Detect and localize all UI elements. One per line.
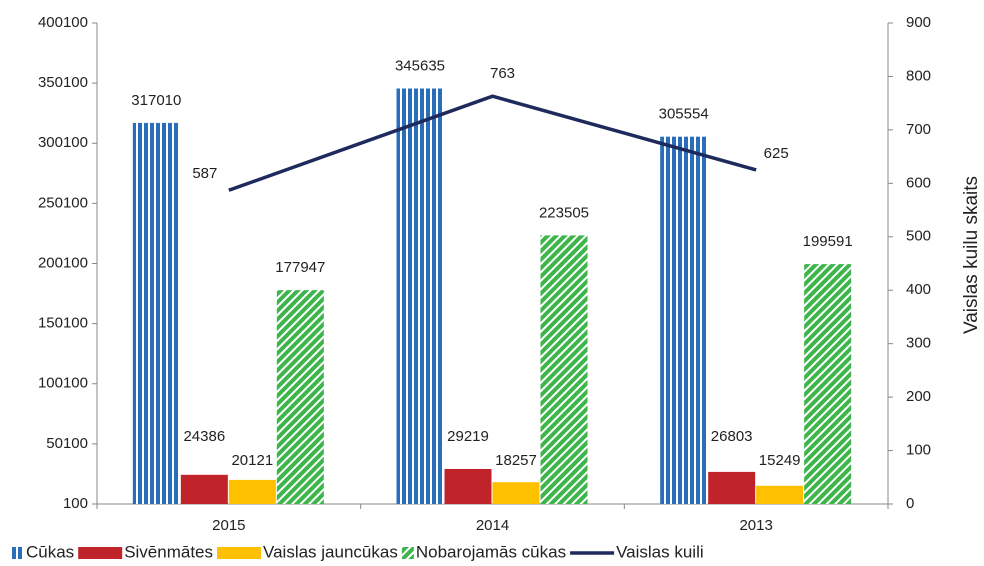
y-tick-label: 200100 xyxy=(38,254,88,271)
bar xyxy=(444,468,492,504)
bar xyxy=(756,485,804,504)
data-label: 15249 xyxy=(759,452,801,469)
bar xyxy=(132,122,180,505)
data-label: 20121 xyxy=(231,452,273,469)
y2-tick-label: 300 xyxy=(906,335,931,352)
y2-tick-label: 800 xyxy=(906,67,931,84)
y-tick-label: 350100 xyxy=(38,74,88,91)
data-label: 345635 xyxy=(395,57,445,74)
y-tick-label: 400100 xyxy=(38,14,88,31)
y-tick-label: 100100 xyxy=(38,375,88,392)
data-label: 305554 xyxy=(659,106,709,123)
line xyxy=(228,94,757,192)
line-label: 587 xyxy=(192,165,217,182)
y2-tick-label: 0 xyxy=(906,495,914,512)
bar xyxy=(180,474,228,504)
legend-label: Sivēnmātes xyxy=(124,542,213,561)
legend-swatch xyxy=(78,547,123,559)
line-label: 625 xyxy=(764,145,789,162)
bar xyxy=(708,471,756,504)
data-label: 223505 xyxy=(539,204,589,221)
bar xyxy=(804,264,852,504)
legend-swatch xyxy=(217,547,262,559)
y2-axis-label: Vaislas kuilu skaits xyxy=(961,176,982,334)
bar xyxy=(540,235,588,505)
x-tick-label: 2013 xyxy=(739,517,772,534)
bar xyxy=(660,136,708,504)
y2-tick-label: 400 xyxy=(906,281,931,298)
data-label: 199591 xyxy=(803,233,853,250)
y-tick-label: 250100 xyxy=(38,194,88,211)
bar xyxy=(228,479,276,504)
legend-swatch xyxy=(12,547,24,559)
data-label: 317010 xyxy=(131,92,181,109)
legend-swatch xyxy=(401,547,414,559)
bar xyxy=(492,482,540,504)
data-label: 26803 xyxy=(711,428,753,445)
y2-tick-label: 200 xyxy=(906,388,931,405)
x-tick-label: 2015 xyxy=(212,517,245,534)
legend-label: Nobarojamās cūkas xyxy=(416,542,566,561)
data-label: 29219 xyxy=(447,428,489,445)
y-tick-label: 300100 xyxy=(38,134,88,151)
y2-tick-label: 100 xyxy=(906,442,931,459)
data-label: 177947 xyxy=(275,259,325,276)
y2-tick-label: 600 xyxy=(906,174,931,191)
y2-tick-label: 900 xyxy=(906,14,931,31)
legend-label: Cūkas xyxy=(26,542,74,561)
x-tick-label: 2014 xyxy=(476,517,509,534)
line-label: 763 xyxy=(490,65,515,82)
data-label: 18257 xyxy=(495,452,537,469)
y-tick-label: 150100 xyxy=(38,315,88,332)
y2-tick-label: 700 xyxy=(906,121,931,138)
y2-tick-label: 500 xyxy=(906,228,931,245)
legend-label: Vaislas jauncūkas xyxy=(263,542,398,561)
bar xyxy=(396,88,444,504)
y-tick-label: 50100 xyxy=(46,435,88,452)
y-tick-label: 100 xyxy=(63,495,88,512)
legend-label: Vaislas kuili xyxy=(616,542,704,561)
data-label: 24386 xyxy=(183,428,225,445)
bar xyxy=(276,290,324,504)
